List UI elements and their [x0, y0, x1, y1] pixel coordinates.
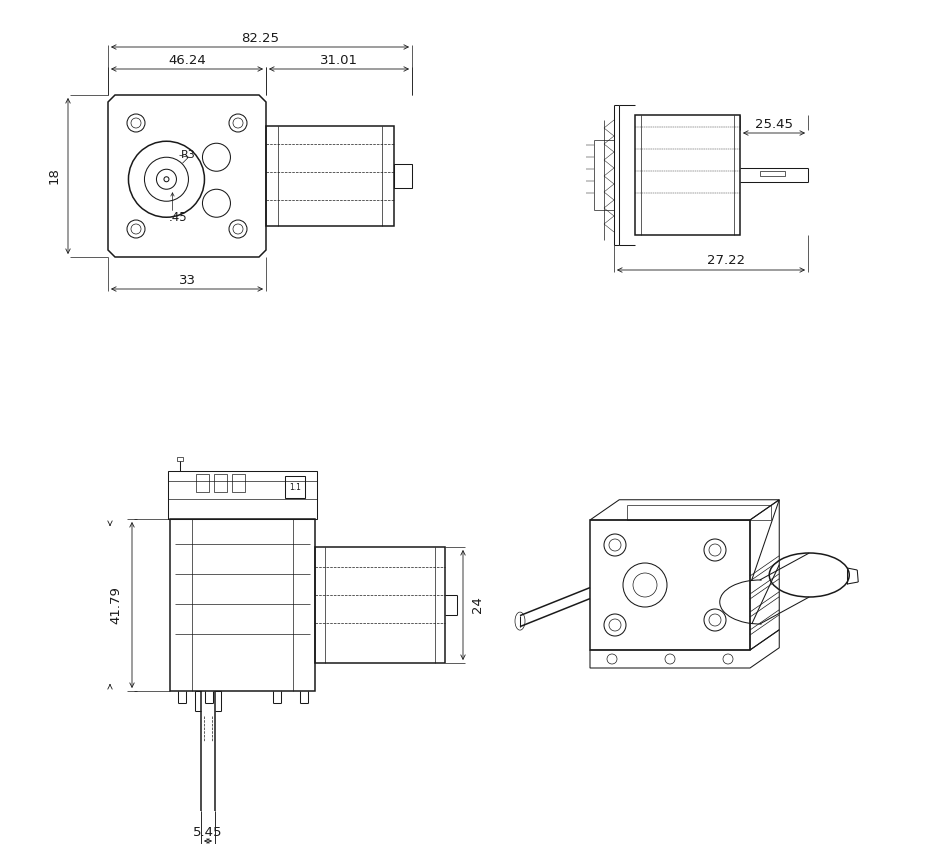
Text: 33: 33	[178, 274, 195, 288]
Text: 18: 18	[47, 168, 60, 185]
Text: 41.79: 41.79	[110, 586, 123, 624]
Text: 24: 24	[470, 597, 483, 614]
Circle shape	[164, 176, 169, 181]
Text: 5.45: 5.45	[193, 825, 223, 838]
Text: .45: .45	[168, 211, 187, 224]
Text: 1.1: 1.1	[289, 483, 300, 491]
Text: 31.01: 31.01	[320, 55, 358, 68]
Text: 46.24: 46.24	[168, 55, 206, 68]
Text: 82.25: 82.25	[241, 33, 278, 46]
Text: 27.22: 27.22	[706, 255, 744, 268]
Text: 25.45: 25.45	[754, 117, 792, 131]
Text: R3: R3	[180, 150, 195, 160]
